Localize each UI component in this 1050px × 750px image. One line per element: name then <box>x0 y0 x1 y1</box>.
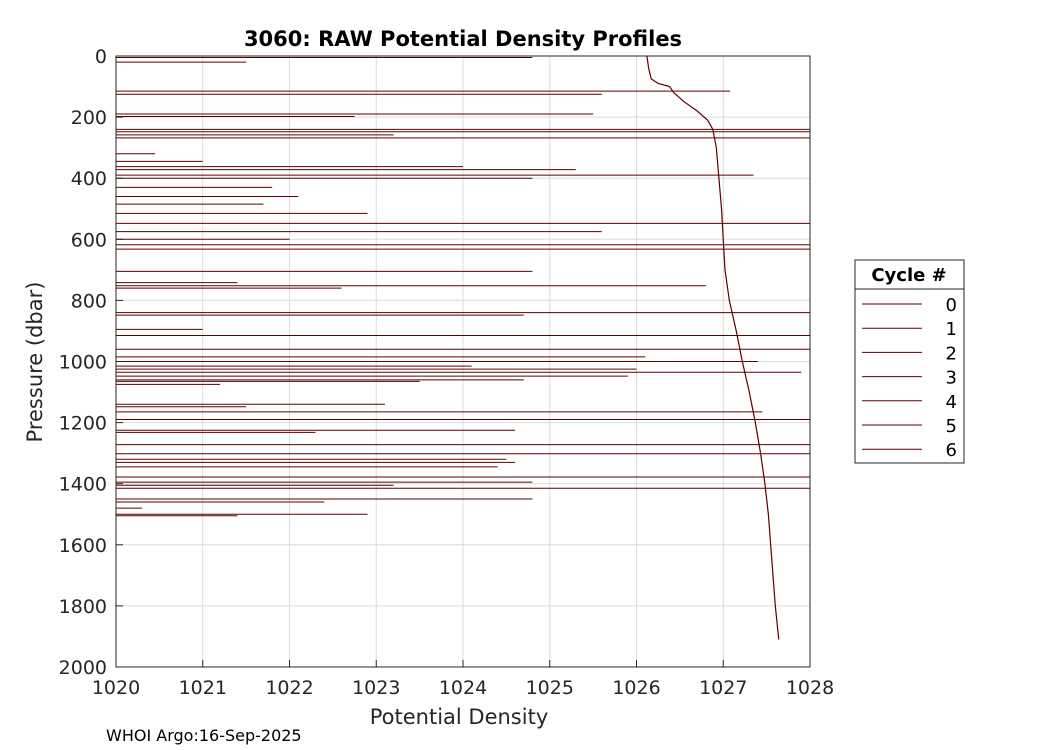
y-tick-label: 1800 <box>59 596 107 618</box>
footer-credit: WHOI Argo:16-Sep-2025 <box>106 726 302 745</box>
y-tick-label: 2000 <box>59 657 107 679</box>
legend-label: 6 <box>946 440 957 461</box>
legend-label: 5 <box>946 416 957 437</box>
x-axis-ticks: 1020 1021 1022 1023 1024 1025 1026 1027 1028 <box>92 660 834 699</box>
x-tick-label: 1023 <box>352 677 400 699</box>
x-tick-label: 1020 <box>92 677 140 699</box>
x-axis-label: Potential Density <box>370 705 549 729</box>
y-tick-label: 400 <box>71 168 107 190</box>
chart-title: 3060: RAW Potential Density Profiles <box>244 27 682 51</box>
y-tick-label: 800 <box>71 290 107 312</box>
legend-label: 4 <box>946 392 957 413</box>
x-tick-label: 1024 <box>439 677 487 699</box>
legend-box <box>854 259 965 464</box>
x-tick-label: 1025 <box>526 677 574 699</box>
y-axis-ticks: 0 200 400 600 800 1000 1200 1400 1600 1800 2000 <box>59 46 123 679</box>
x-tick-label: 1028 <box>786 677 834 699</box>
legend-label: 3 <box>946 368 957 389</box>
legend-entries: 0 1 2 3 4 5 6 <box>862 295 957 461</box>
y-tick-label: 0 <box>95 46 107 68</box>
spike-lines <box>116 57 810 517</box>
legend: Cycle # 0 1 2 3 4 5 6 <box>854 259 965 464</box>
legend-label: 1 <box>946 319 957 340</box>
y-tick-label: 1200 <box>59 413 107 435</box>
y-axis-label: Pressure (dbar) <box>23 282 47 443</box>
x-tick-label: 1021 <box>179 677 227 699</box>
y-tick-label: 600 <box>71 229 107 251</box>
legend-title: Cycle # <box>871 265 946 286</box>
y-tick-label: 1600 <box>59 535 107 557</box>
x-tick-label: 1026 <box>612 677 660 699</box>
profile-line <box>646 55 780 640</box>
legend-label: 2 <box>946 343 957 364</box>
x-tick-label: 1027 <box>699 677 747 699</box>
x-tick-label: 1022 <box>265 677 313 699</box>
legend-label: 0 <box>946 295 957 316</box>
y-tick-label: 1400 <box>59 474 107 496</box>
y-tick-label: 1000 <box>59 352 107 374</box>
y-tick-label: 200 <box>71 107 107 129</box>
